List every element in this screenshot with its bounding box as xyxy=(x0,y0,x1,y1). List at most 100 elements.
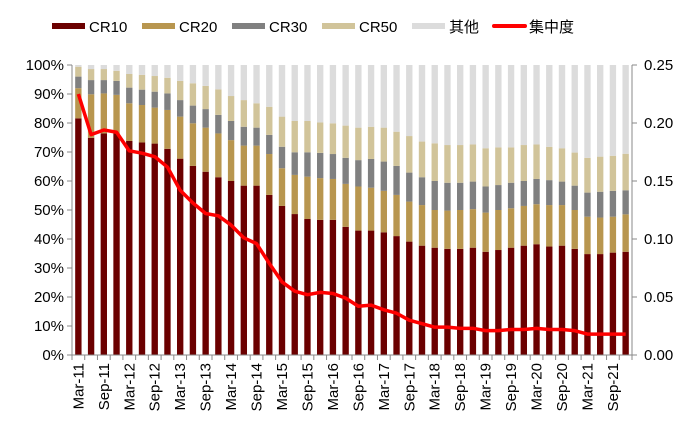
bar-cr30-Jun-18 xyxy=(444,182,451,211)
bar-cr20-Dec-13 xyxy=(215,133,222,178)
bar-cr30-Sep-19 xyxy=(507,182,515,209)
axes: 0% 10% 20% 30% 40% 50% 60% 70% 80% 90% 100% 0.00 0.0… xyxy=(26,57,674,411)
bar-cr50-Sep-13 xyxy=(202,85,209,110)
bar-cr20-Dec-14 xyxy=(266,154,273,195)
bar-cr30-Mar-19 xyxy=(482,186,489,213)
bar-cr50-Dec-17 xyxy=(418,141,426,178)
bar-其他-Dec-15 xyxy=(317,65,324,123)
bar-cr50-Dec-21 xyxy=(622,153,629,191)
bar-cr30-Sep-21 xyxy=(609,190,617,217)
bar-cr10-Jun-16 xyxy=(342,226,349,355)
y2-tick-label: 0.10 xyxy=(644,231,673,248)
bar-其他-Dec-17 xyxy=(418,65,426,142)
bar-cr10-Sep-20 xyxy=(558,245,566,355)
x-tick-label: Mar-19 xyxy=(478,363,495,411)
bar-cr50-Mar-12 xyxy=(126,73,133,88)
bar-其他-Mar-21 xyxy=(584,65,591,158)
bar-cr20-Mar-16 xyxy=(329,178,337,220)
bar-cr10-Sep-13 xyxy=(202,171,209,355)
bar-其他-Jun-21 xyxy=(597,65,604,157)
bar-cr10-Jun-19 xyxy=(495,250,502,355)
bar-其他-Sep-20 xyxy=(558,65,566,149)
bar-cr50-Dec-11 xyxy=(113,70,120,81)
bar-cr50-Mar-17 xyxy=(380,127,387,162)
bar-cr20-Jun-13 xyxy=(189,123,197,166)
bar-cr10-Dec-12 xyxy=(164,148,171,355)
bar-cr10-Sep-11 xyxy=(100,133,107,355)
bar-cr30-Sep-11 xyxy=(100,80,107,94)
bar-cr50-Mar-13 xyxy=(177,80,184,101)
bar-cr20-Dec-12 xyxy=(164,109,171,149)
bar-cr30-Jun-12 xyxy=(138,89,146,106)
y-tick-label: 90% xyxy=(34,86,64,103)
bar-cr10-Jun-18 xyxy=(444,248,451,355)
bar-cr10-Sep-14 xyxy=(253,185,260,355)
bar-cr30-Dec-14 xyxy=(266,134,273,155)
bar-cr10-Sep-18 xyxy=(457,248,464,355)
bar-cr10-Jun-21 xyxy=(597,254,604,355)
x-tick-label: Sep-20 xyxy=(554,363,571,411)
bar-cr10-Jun-17 xyxy=(393,236,400,355)
bar-cr30-Jun-20 xyxy=(546,180,553,206)
bar-cr20-Mar-11 xyxy=(75,88,82,119)
bar-cr20-Dec-16 xyxy=(367,187,375,231)
x-tick-label: Sep-21 xyxy=(605,363,622,411)
bar-cr10-Dec-18 xyxy=(469,247,477,355)
bar-其他-Mar-17 xyxy=(380,65,387,128)
bar-cr20-Jun-11 xyxy=(87,94,95,138)
bar-其他-Mar-13 xyxy=(177,65,184,81)
bar-其他-Sep-12 xyxy=(151,65,158,77)
bar-cr30-Jun-17 xyxy=(393,165,400,195)
bar-cr20-Jun-14 xyxy=(240,145,247,186)
x-tick-label: Mar-21 xyxy=(579,363,596,411)
bar-cr30-Jun-13 xyxy=(189,105,197,124)
x-tick-label: Mar-11 xyxy=(70,363,87,409)
bar-cr30-Sep-13 xyxy=(202,109,209,128)
bar-cr20-Sep-19 xyxy=(507,208,515,248)
bar-cr10-Jun-15 xyxy=(291,214,298,355)
bar-cr50-Mar-18 xyxy=(431,143,438,181)
bar-cr50-Mar-19 xyxy=(482,148,489,187)
y-tick-label: 30% xyxy=(34,260,64,277)
x-tick-label: Sep-12 xyxy=(147,363,164,411)
bar-cr20-Sep-21 xyxy=(609,216,617,253)
x-tick-label: Mar-20 xyxy=(529,363,546,411)
bar-cr30-Jun-15 xyxy=(291,152,298,175)
bar-cr20-Dec-15 xyxy=(317,178,324,220)
bar-其他-Dec-12 xyxy=(164,65,171,78)
bar-其他-Jun-14 xyxy=(240,65,247,101)
bar-cr10-Mar-21 xyxy=(584,254,591,355)
bar-其他-Dec-20 xyxy=(571,65,578,153)
bar-cr10-Mar-17 xyxy=(380,232,387,355)
legend-swatch-1 xyxy=(142,23,175,29)
bar-cr30-Jun-19 xyxy=(495,185,502,210)
bar-cr50-Jun-20 xyxy=(546,146,553,181)
y-tick-label: 20% xyxy=(34,289,64,306)
bar-cr30-Mar-14 xyxy=(227,120,235,141)
bar-其他-Jun-11 xyxy=(87,65,95,70)
bar-cr30-Mar-15 xyxy=(278,146,286,169)
bar-cr50-Jun-12 xyxy=(138,74,146,90)
bar-其他-Sep-17 xyxy=(406,65,413,137)
bars xyxy=(75,65,629,355)
bar-其他-Dec-21 xyxy=(622,65,629,154)
x-tick-label: Mar-18 xyxy=(427,363,444,411)
y-tick-label: 10% xyxy=(34,318,64,335)
bar-cr30-Mar-13 xyxy=(177,100,184,117)
bar-其他-Mar-18 xyxy=(431,65,438,144)
bar-cr20-Mar-14 xyxy=(227,140,235,181)
y-tick-label: 40% xyxy=(34,231,64,248)
bar-cr30-Mar-11 xyxy=(75,76,82,89)
y-tick-label: 60% xyxy=(34,173,64,190)
bar-cr50-Jun-17 xyxy=(393,131,400,166)
legend-label: CR30 xyxy=(269,19,307,36)
bar-cr50-Jun-16 xyxy=(342,125,349,158)
x-tick-label: Sep-14 xyxy=(249,363,266,411)
bar-cr50-Jun-21 xyxy=(597,156,604,192)
bar-cr20-Sep-14 xyxy=(253,145,260,186)
bar-cr20-Sep-16 xyxy=(355,186,362,231)
bar-cr50-Mar-14 xyxy=(227,96,235,121)
bar-cr50-Mar-11 xyxy=(75,66,82,77)
bar-cr10-Jun-14 xyxy=(240,185,247,355)
bar-cr10-Mar-13 xyxy=(177,158,184,355)
